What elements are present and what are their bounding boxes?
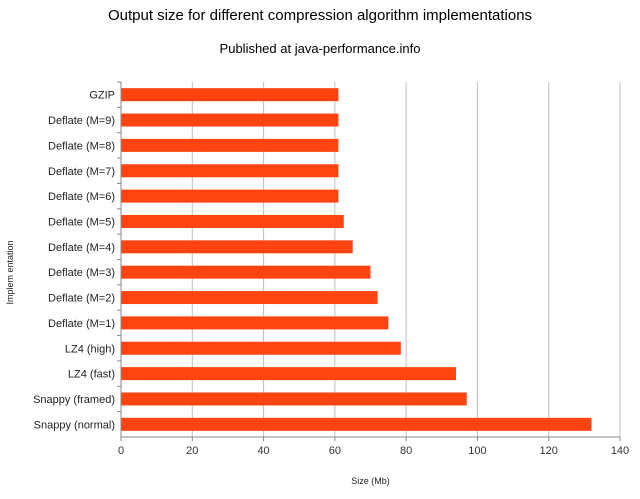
category-labels: GZIP Deflate (M=9) Deflate (M=8) Deflate (M…	[33, 90, 115, 432]
x-axis-title: Size (Mb)	[351, 476, 390, 486]
bar	[121, 214, 344, 228]
category-label: Deflate (M=4)	[48, 242, 115, 254]
category-label: Deflate (M=3)	[48, 267, 115, 279]
bar	[121, 367, 457, 381]
x-tick-label: 60	[329, 445, 341, 457]
bar	[121, 164, 339, 178]
bar	[121, 189, 339, 203]
x-tick-label: 140	[611, 445, 629, 457]
category-label: GZIP	[89, 90, 115, 102]
x-tick-label: 100	[468, 445, 486, 457]
bar	[121, 265, 371, 279]
x-tick-label: 120	[540, 445, 558, 457]
category-label: Deflate (M=9)	[48, 115, 115, 127]
category-label: LZ4 (high)	[65, 343, 115, 355]
category-label: Deflate (M=1)	[48, 318, 115, 330]
x-tick-labels: 0 20 40 60 80 100 120 140	[118, 445, 629, 457]
category-label: Deflate (M=2)	[48, 293, 115, 305]
bar	[121, 341, 401, 355]
category-label: Deflate (M=8)	[48, 140, 115, 152]
gridlines	[117, 81, 621, 441]
bars	[121, 88, 592, 431]
bar	[121, 417, 592, 431]
category-label: Deflate (M=5)	[48, 216, 115, 228]
category-label: Deflate (M=7)	[48, 166, 115, 178]
category-label: LZ4 (fast)	[68, 369, 115, 381]
x-tick-label: 20	[186, 445, 198, 457]
chart-title: Output size for different compression al…	[107, 7, 533, 24]
chart-subtitle: Published at java-performance.info	[219, 41, 421, 56]
bar	[121, 392, 467, 406]
bar	[121, 88, 339, 102]
category-label: Deflate (M=6)	[48, 191, 115, 203]
category-label: Snappy (normal)	[34, 419, 115, 431]
category-label: Snappy (framed)	[33, 394, 115, 406]
bar	[121, 113, 339, 127]
bar	[121, 240, 353, 254]
bar	[121, 291, 378, 305]
bar	[121, 138, 339, 152]
x-tick-label: 40	[257, 445, 269, 457]
x-tick-label: 0	[118, 445, 124, 457]
bar	[121, 316, 389, 330]
x-tick-label: 80	[400, 445, 412, 457]
y-axis-title: Implem entation	[5, 240, 15, 304]
